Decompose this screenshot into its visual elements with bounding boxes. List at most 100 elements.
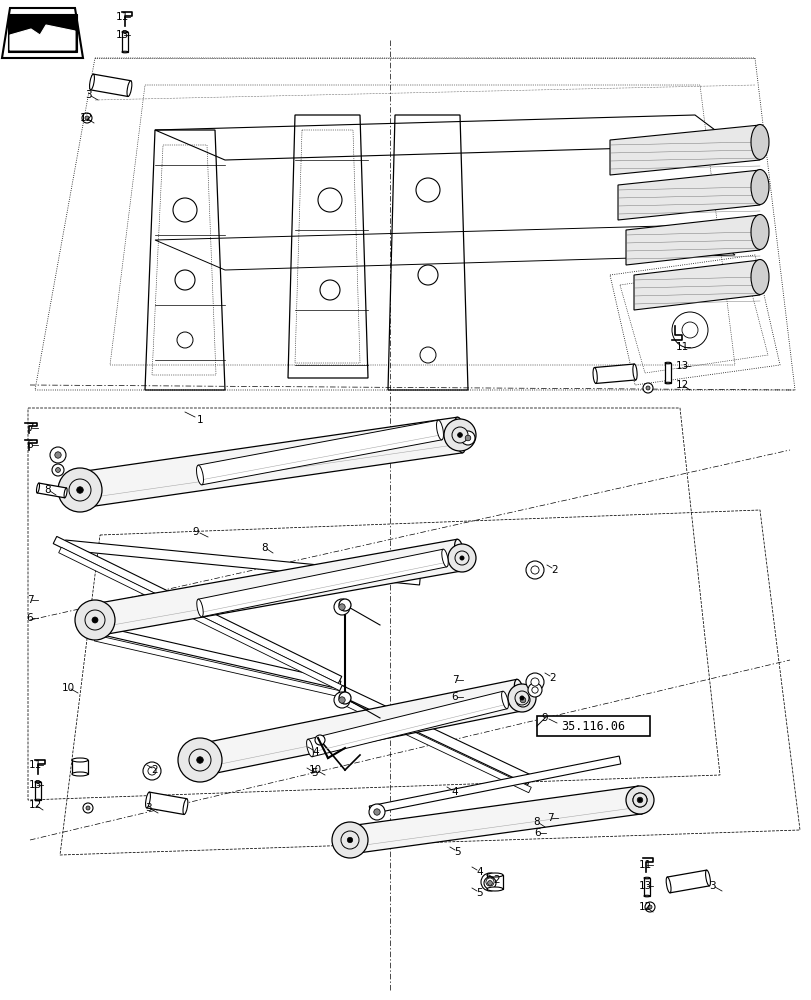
Text: 9: 9: [541, 713, 547, 723]
Circle shape: [459, 556, 464, 560]
Circle shape: [368, 804, 384, 820]
Polygon shape: [337, 685, 531, 785]
Text: 2: 2: [152, 765, 158, 775]
Circle shape: [457, 433, 461, 437]
Polygon shape: [348, 786, 642, 854]
Circle shape: [444, 419, 475, 451]
Text: 12: 12: [675, 380, 688, 390]
Text: 6: 6: [27, 613, 33, 623]
Polygon shape: [609, 125, 759, 175]
Ellipse shape: [127, 81, 131, 96]
Circle shape: [461, 431, 474, 445]
Polygon shape: [196, 679, 522, 776]
Polygon shape: [8, 14, 77, 52]
Circle shape: [644, 902, 654, 912]
Polygon shape: [122, 32, 128, 52]
Ellipse shape: [643, 877, 649, 879]
Text: 2: 2: [551, 565, 558, 575]
Polygon shape: [147, 792, 187, 814]
Text: 8: 8: [261, 543, 268, 553]
Text: 5: 5: [311, 768, 318, 778]
Text: 4: 4: [312, 747, 319, 757]
Circle shape: [483, 877, 496, 889]
Ellipse shape: [36, 483, 40, 493]
Circle shape: [465, 435, 470, 441]
Ellipse shape: [196, 465, 204, 485]
Ellipse shape: [487, 887, 502, 891]
Text: 6: 6: [451, 692, 457, 702]
Ellipse shape: [635, 786, 644, 814]
Polygon shape: [625, 215, 759, 265]
Ellipse shape: [664, 382, 670, 384]
Circle shape: [454, 551, 469, 565]
Circle shape: [487, 881, 491, 885]
Polygon shape: [198, 420, 441, 485]
Ellipse shape: [513, 679, 525, 711]
Circle shape: [514, 691, 528, 705]
Circle shape: [82, 113, 92, 123]
Ellipse shape: [196, 599, 203, 617]
Text: 35.116.06: 35.116.06: [560, 720, 624, 732]
Text: 5: 5: [476, 888, 483, 898]
Circle shape: [530, 678, 539, 686]
Circle shape: [189, 749, 211, 771]
Text: 3: 3: [708, 881, 714, 891]
Polygon shape: [58, 547, 346, 693]
Circle shape: [637, 797, 642, 803]
Circle shape: [332, 822, 367, 858]
Circle shape: [338, 692, 350, 704]
Text: 5: 5: [454, 847, 461, 857]
Circle shape: [83, 803, 93, 813]
Circle shape: [315, 735, 324, 745]
Polygon shape: [2, 8, 83, 58]
Ellipse shape: [664, 362, 670, 364]
Circle shape: [55, 468, 60, 472]
Circle shape: [448, 544, 475, 572]
Text: 11: 11: [675, 342, 688, 352]
Text: 6: 6: [27, 440, 33, 450]
Text: 11: 11: [28, 760, 41, 770]
Ellipse shape: [632, 364, 637, 380]
Text: 3: 3: [84, 90, 91, 100]
Circle shape: [526, 561, 543, 579]
Ellipse shape: [643, 895, 649, 897]
Polygon shape: [64, 540, 420, 585]
Text: 4: 4: [451, 787, 457, 797]
Ellipse shape: [182, 799, 187, 814]
Circle shape: [625, 786, 653, 814]
Polygon shape: [92, 539, 462, 636]
Text: 7: 7: [451, 675, 457, 685]
Circle shape: [75, 600, 115, 640]
Ellipse shape: [750, 215, 768, 249]
Ellipse shape: [705, 870, 710, 886]
Circle shape: [633, 793, 646, 807]
Polygon shape: [307, 691, 507, 757]
Ellipse shape: [487, 873, 502, 877]
Ellipse shape: [89, 604, 101, 636]
FancyBboxPatch shape: [536, 716, 649, 736]
Text: 4: 4: [476, 867, 483, 877]
Polygon shape: [89, 624, 341, 689]
Ellipse shape: [35, 781, 41, 783]
Circle shape: [515, 693, 530, 707]
Circle shape: [530, 566, 539, 574]
Text: 1: 1: [196, 415, 203, 425]
Text: 7: 7: [27, 595, 33, 605]
Ellipse shape: [35, 799, 41, 801]
Ellipse shape: [454, 539, 465, 571]
Circle shape: [85, 116, 89, 120]
Text: 11: 11: [115, 12, 128, 22]
Circle shape: [148, 767, 156, 775]
Text: 2: 2: [549, 673, 556, 683]
Polygon shape: [72, 760, 88, 774]
Circle shape: [633, 793, 646, 807]
Ellipse shape: [501, 691, 508, 709]
Polygon shape: [10, 25, 75, 50]
Circle shape: [642, 383, 652, 393]
Circle shape: [50, 447, 66, 463]
Circle shape: [85, 610, 105, 630]
Polygon shape: [617, 170, 759, 220]
Polygon shape: [643, 878, 649, 896]
Text: 11: 11: [637, 860, 650, 870]
Circle shape: [333, 599, 350, 615]
